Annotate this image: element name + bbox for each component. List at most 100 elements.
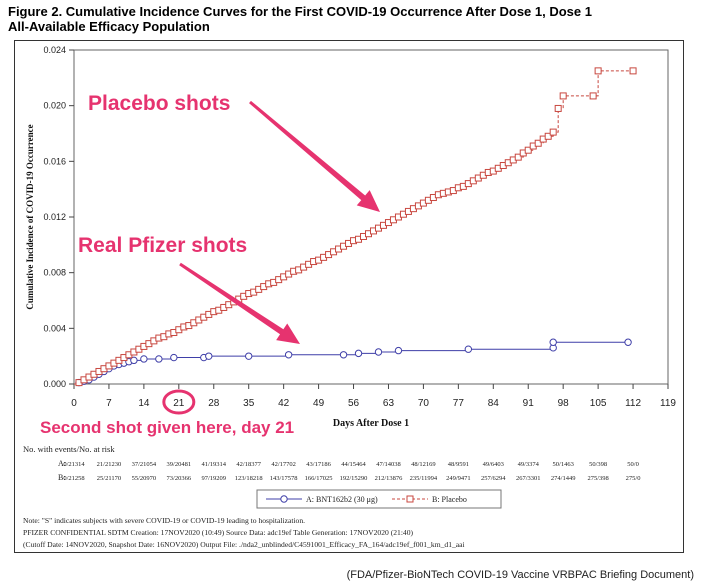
vaccine-data-point xyxy=(339,351,348,359)
vaccine-data-point xyxy=(549,338,557,346)
legend: A: BNT162b2 (30 μg) B: Placebo xyxy=(256,489,502,509)
at-risk-cell: 50/0 xyxy=(627,461,639,468)
placebo-data-point xyxy=(514,153,522,161)
x-tick-label: 35 xyxy=(243,398,255,409)
y-axis-label: Cumulative Incidence of COVID-19 Occurre… xyxy=(25,124,35,309)
y-tick-label: 0.012 xyxy=(43,212,66,222)
at-risk-cell: 97/19209 xyxy=(201,475,226,482)
footnote-line: PFIZER CONFIDENTIAL SDTM Creation: 17NOV… xyxy=(23,528,414,537)
at-risk-cell: 41/19314 xyxy=(201,461,226,468)
at-risk-cell: 43/17186 xyxy=(306,461,331,468)
figure-title-line2: All-Available Efficacy Population xyxy=(8,19,210,34)
at-risk-cell: 21/21230 xyxy=(97,461,122,468)
pfizer-annotation: Real Pfizer shots xyxy=(78,234,247,257)
vaccine-data-point xyxy=(624,338,632,346)
at-risk-cell: 49/3374 xyxy=(518,461,540,468)
at-risk-cell: 25/21170 xyxy=(97,475,121,482)
vaccine-data-point xyxy=(170,353,178,362)
at-risk-cell: 166/17025 xyxy=(305,475,333,482)
legend-box xyxy=(256,489,502,509)
legend-vaccine-label: A: BNT162b2 (30 μg) xyxy=(306,495,378,504)
x-tick-label: 49 xyxy=(313,398,325,409)
vaccine-data-point xyxy=(284,351,293,359)
y-tick-label: 0.024 xyxy=(43,45,66,55)
at-risk-cell: 39/20481 xyxy=(167,461,192,468)
y-tick-label: 0.004 xyxy=(43,323,66,333)
x-axis-label: Days After Dose 1 xyxy=(333,418,409,429)
at-risk-cell: 275/398 xyxy=(587,475,608,482)
x-tick-label: 84 xyxy=(488,398,500,409)
y-tick-label: 0.008 xyxy=(43,268,66,278)
y-tick-label: 0.016 xyxy=(43,156,66,166)
source-credit: (FDA/Pfizer-BioNTech COVID-19 Vaccine VR… xyxy=(346,569,694,581)
x-tick-label: 21 xyxy=(173,398,185,409)
placebo-data-point xyxy=(559,92,567,100)
vaccine-data-point xyxy=(374,348,383,356)
vaccine-data-point xyxy=(155,355,163,363)
x-tick-label: 112 xyxy=(625,398,641,409)
at-risk-cell: 37/21054 xyxy=(132,461,157,468)
at-risk-cell: 49/6403 xyxy=(483,461,504,468)
x-tick-label: 119 xyxy=(660,398,676,409)
pfizer-arrow xyxy=(179,262,300,344)
vaccine-data-point xyxy=(354,349,363,358)
at-risk-cell: 235/11994 xyxy=(410,475,438,482)
at-risk-cell: 275/0 xyxy=(626,475,641,482)
placebo-data-point xyxy=(549,128,557,136)
at-risk-row-label: A: xyxy=(58,459,66,468)
vaccine-data-point xyxy=(140,355,148,363)
at-risk-cell: 212/13876 xyxy=(375,475,404,482)
figure-title: Figure 2. Cumulative Incidence Curves fo… xyxy=(8,4,592,34)
vaccine-data-point xyxy=(205,352,213,360)
at-risk-row-label: B: xyxy=(58,473,66,482)
at-risk-cell: 50/1463 xyxy=(553,461,574,468)
at-risk-cell: 42/17702 xyxy=(271,461,296,468)
placebo-data-point xyxy=(554,104,562,112)
at-risk-cell: 48/12169 xyxy=(411,461,436,468)
at-risk-cell: 47/14038 xyxy=(376,461,401,468)
at-risk-cell: 0/21314 xyxy=(63,461,85,468)
at-risk-cell: 44/15464 xyxy=(341,461,366,468)
legend-placebo-marker xyxy=(406,495,414,503)
at-risk-cell: 42/18377 xyxy=(236,461,261,468)
figure-title-line1: Figure 2. Cumulative Incidence Curves fo… xyxy=(8,4,592,19)
y-tick-label: 0.020 xyxy=(43,101,66,111)
footnote-line: Note: "S" indicates subjects with severe… xyxy=(23,516,305,525)
at-risk-cell: 48/9591 xyxy=(448,461,469,468)
at-risk-cell: 274/1449 xyxy=(551,475,576,482)
figure-frame xyxy=(14,40,684,553)
legend-placebo-label: B: Placebo xyxy=(432,495,467,504)
placebo-annotation: Placebo shots xyxy=(88,92,230,115)
placebo-arrow xyxy=(249,100,380,212)
at-risk-cell: 249/9471 xyxy=(446,475,471,482)
legend-vaccine-marker xyxy=(280,495,288,503)
placebo-data-point xyxy=(534,139,542,147)
x-tick-label: 105 xyxy=(590,398,607,409)
vaccine-data-point xyxy=(394,346,403,355)
second-shot-annotation: Second shot given here, day 21 xyxy=(40,418,294,437)
x-tick-label: 77 xyxy=(453,398,465,409)
placebo-data-point xyxy=(544,132,552,140)
vaccine-data-point xyxy=(245,352,253,360)
at-risk-cell: 0/21258 xyxy=(63,475,84,482)
at-risk-cell: 55/20970 xyxy=(132,475,157,482)
x-tick-label: 63 xyxy=(383,398,395,409)
vaccine-series-line xyxy=(74,341,629,385)
footnote-line: (Cutoff Date: 14NOV2020, Snapshot Date: … xyxy=(23,540,465,549)
at-risk-cell: 123/18218 xyxy=(235,475,263,482)
placebo-data-point xyxy=(524,146,532,154)
x-tick-label: 7 xyxy=(106,398,112,409)
at-risk-cell: 73/20366 xyxy=(167,475,192,482)
x-tick-label: 28 xyxy=(208,398,220,409)
x-tick-label: 14 xyxy=(138,398,150,409)
placebo-data-point xyxy=(589,92,597,100)
at-risk-cell: 267/3301 xyxy=(516,475,541,482)
at-risk-cell: 192/15290 xyxy=(340,475,368,482)
placebo-data-point xyxy=(629,67,637,75)
x-tick-label: 56 xyxy=(348,398,360,409)
at-risk-cell: 143/17578 xyxy=(270,475,298,482)
x-tick-label: 70 xyxy=(418,398,430,409)
x-tick-label: 98 xyxy=(558,398,570,409)
at-risk-cell: 257/6294 xyxy=(481,475,506,482)
